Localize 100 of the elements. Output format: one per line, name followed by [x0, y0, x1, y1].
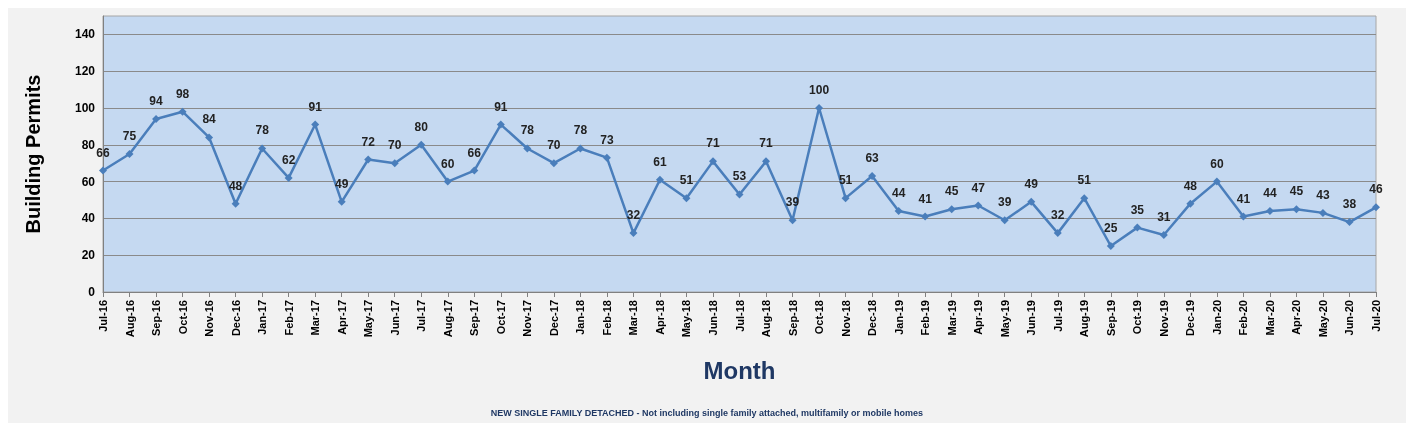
x-tick-label: Sep-16: [150, 300, 163, 337]
x-tick-label: May-19: [998, 300, 1011, 338]
data-label: 32: [626, 208, 641, 223]
y-tick-label: 40: [81, 211, 96, 226]
data-label: 48: [1183, 178, 1198, 193]
x-tick-label: Jun-20: [1343, 300, 1356, 336]
point: [735, 190, 744, 199]
x-tick-label: Jul-18: [733, 300, 746, 332]
point: [1106, 242, 1115, 250]
y-axis-title: Building Permits: [22, 74, 44, 234]
x-tick-label: Dec-16: [229, 300, 242, 337]
x-tick-label: Feb-18: [600, 300, 613, 336]
data-label: 75: [122, 129, 137, 143]
data-label: 32: [1051, 208, 1065, 223]
y-tick-label: 80: [81, 137, 96, 152]
y-tick-label: 100: [74, 101, 96, 115]
data-label: 94: [149, 94, 164, 109]
point: [868, 172, 877, 181]
x-tick-label: Sep-19: [1104, 300, 1117, 337]
point: [523, 144, 532, 153]
data-label: 80: [414, 119, 429, 134]
x-tick-label: Apr-20: [1290, 300, 1303, 335]
y-tick-label: 60: [81, 174, 96, 189]
x-tick-label: Mar-18: [627, 300, 640, 336]
point: [549, 159, 558, 168]
x-tick-label: Sep-17: [468, 300, 481, 337]
point: [708, 157, 717, 166]
point: [602, 153, 611, 162]
point: [1159, 230, 1168, 239]
data-label: 44: [1263, 186, 1277, 201]
x-tick-label: Aug-17: [441, 300, 454, 338]
data-label: 78: [255, 123, 270, 138]
point: [231, 199, 240, 208]
x-tick-label: Dec-18: [866, 300, 879, 337]
x-tick-label: Sep-18: [786, 300, 799, 337]
point: [470, 166, 479, 175]
data-label: 44: [891, 186, 906, 201]
data-label: 60: [441, 156, 455, 171]
x-tick-label: Oct-16: [176, 300, 189, 335]
y-tick-label: 140: [74, 27, 96, 42]
data-label: 60: [1210, 156, 1224, 171]
x-tick-label: Aug-19: [1078, 300, 1091, 338]
point: [337, 197, 346, 206]
data-label: 70: [547, 138, 561, 153]
data-label: 84: [202, 112, 217, 127]
point: [1133, 223, 1142, 232]
x-tick-label: Mar-20: [1263, 300, 1276, 336]
data-label: 51: [1077, 173, 1092, 188]
point: [390, 159, 399, 168]
y-tick-label: 120: [74, 64, 96, 79]
data-label: 31: [1157, 209, 1171, 224]
x-tick-label: Oct-18: [813, 300, 826, 335]
data-label: 91: [494, 99, 508, 114]
point: [1000, 216, 1009, 225]
point: [629, 229, 638, 238]
point: [205, 133, 214, 142]
x-tick-label: Jan-19: [892, 300, 905, 335]
point: [1186, 199, 1195, 208]
data-label: 51: [679, 173, 694, 188]
point: [1318, 208, 1327, 217]
x-tick-label: Nov-18: [839, 300, 852, 337]
data-label: 66: [467, 145, 482, 160]
point: [417, 140, 426, 149]
data-label: 48: [228, 178, 243, 193]
point: [1292, 205, 1301, 214]
x-tick-label: Jul-16: [97, 300, 109, 332]
data-label: 45: [1289, 184, 1304, 199]
data-label: 38: [1342, 197, 1357, 212]
y-tick-label: 20: [81, 248, 96, 263]
point: [815, 104, 824, 112]
x-tick-label: Jul-19: [1051, 300, 1064, 332]
point: [655, 175, 664, 184]
data-label: 73: [600, 132, 614, 147]
point: [762, 157, 771, 166]
x-tick-label: Mar-17: [309, 300, 322, 336]
x-tick-label: Jan-17: [256, 300, 269, 335]
text: NEW SINGLE FAMILY DETACHED - Not including single family attached, multifamily or mobile homes: [490, 407, 924, 418]
data-label: 45: [944, 184, 959, 199]
data-label: 91: [308, 99, 323, 114]
x-tick-label: Dec-19: [1184, 300, 1197, 337]
point: [1053, 229, 1062, 238]
data-label: 62: [281, 152, 296, 167]
x-tick-label: May-17: [362, 300, 375, 338]
x-tick-label: Feb-20: [1237, 300, 1250, 336]
data-label: 49: [1024, 176, 1039, 191]
data-label: 61: [653, 154, 667, 169]
x-tick-label: Jun-18: [706, 300, 719, 336]
x-tick-label: Nov-19: [1157, 300, 1170, 337]
data-label: 47: [971, 180, 986, 195]
point: [1372, 203, 1380, 212]
x-tick-label: Mar-19: [945, 300, 958, 336]
point: [1265, 207, 1274, 216]
x-tick-label: Jan-20: [1210, 300, 1223, 335]
data-label: 41: [918, 191, 933, 206]
x-tick-label: Jun-19: [1025, 300, 1038, 336]
point: [894, 207, 903, 216]
x-tick-label: Jun-17: [388, 300, 401, 336]
x-tick-label: Jan-18: [574, 300, 587, 335]
x-tick-label: Aug-16: [123, 300, 136, 338]
point: [258, 144, 267, 153]
